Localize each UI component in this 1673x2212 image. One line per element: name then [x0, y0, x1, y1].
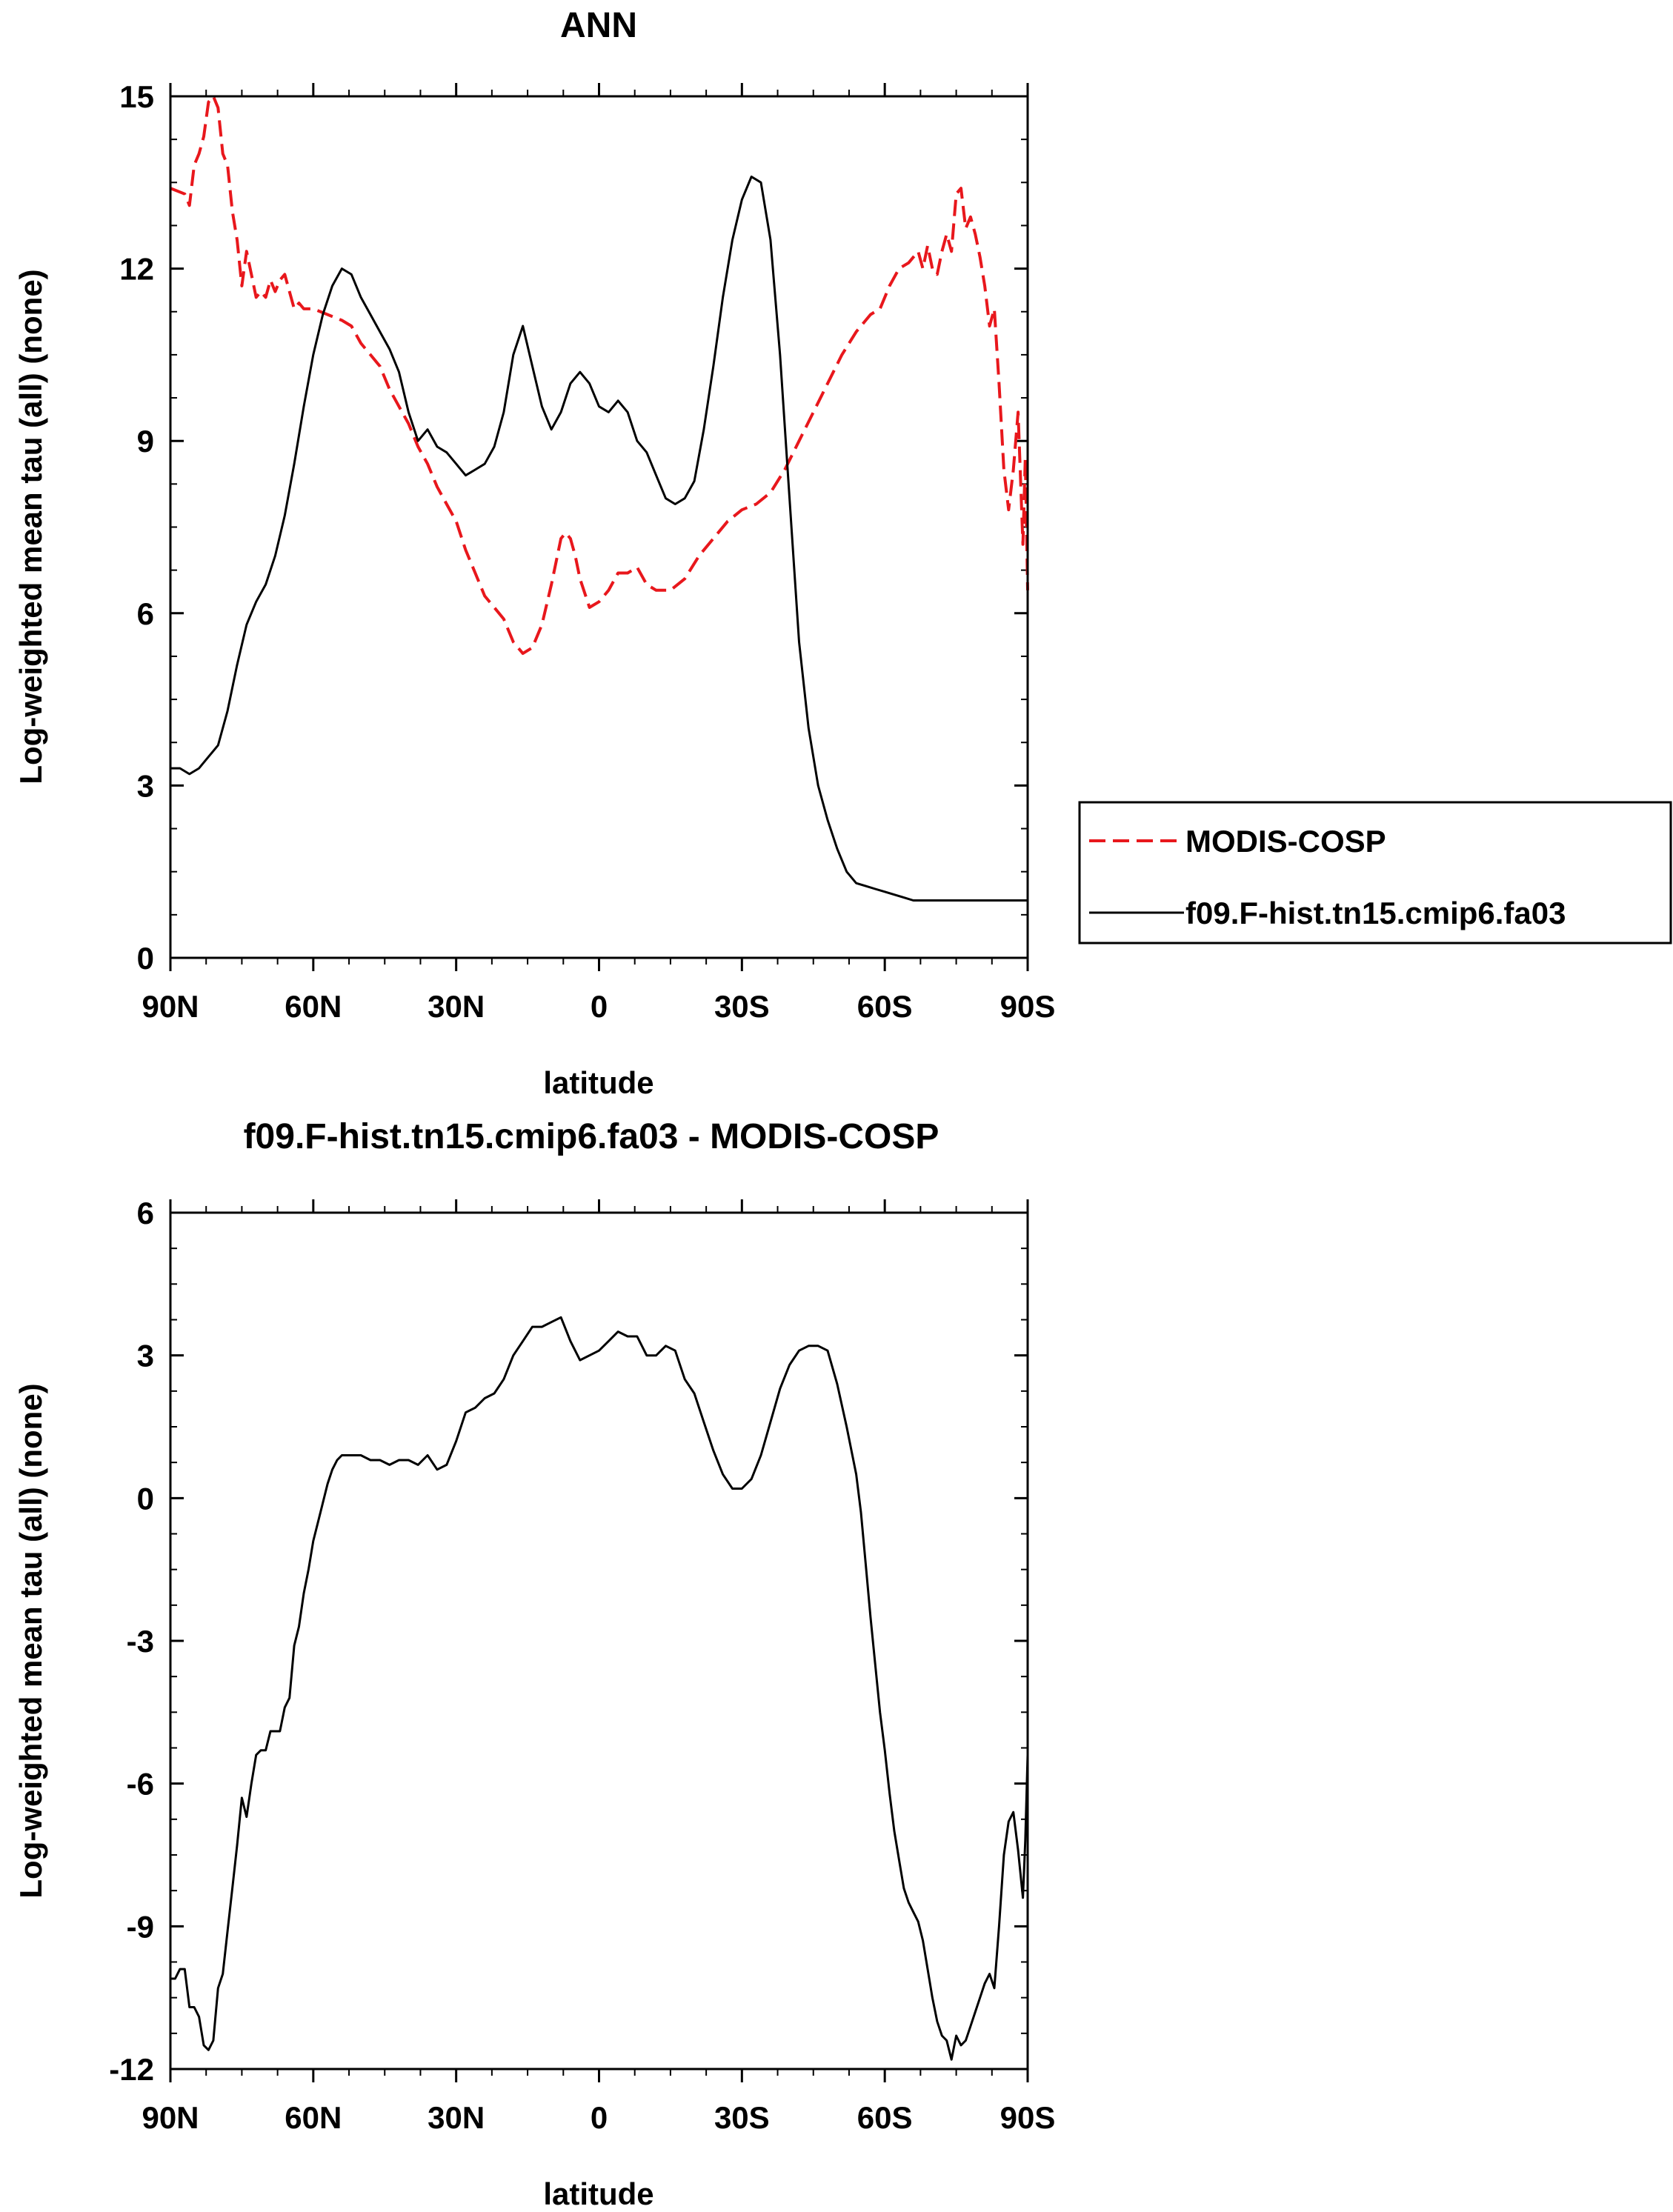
- top-ytick-label: 15: [119, 79, 154, 114]
- bottom-ytick-label: 0: [137, 1481, 154, 1516]
- bottom-xtick-label: 30S: [714, 2100, 770, 2135]
- top-xtick-label: 30N: [428, 989, 485, 1024]
- top-ytick-label: 9: [137, 424, 154, 459]
- top-xtick-label: 30S: [714, 989, 770, 1024]
- bottom-panel-title: f09.F-hist.tn15.cmip6.fa03 - MODIS-COSP: [244, 1117, 939, 1156]
- bottom-ytick-label: -9: [127, 1909, 154, 1944]
- bottom-ytick-label: -3: [127, 1624, 154, 1659]
- top-ytick-label: 12: [119, 252, 154, 287]
- bottom-ytick-label: -6: [127, 1767, 154, 1802]
- bottom-ytick-label: -12: [109, 2052, 154, 2087]
- top-panel-tick-labels: 0 3 6 9 12 15 90N 60N 30N 0 30S 60S 90S: [119, 79, 1055, 1024]
- top-ytick-label: 3: [137, 768, 154, 803]
- top-xtick-label: 90N: [142, 989, 199, 1024]
- legend-box: [1078, 801, 1672, 945]
- top-xtick-label: 0: [591, 989, 608, 1024]
- bottom-panel-series: [170, 1316, 1029, 2061]
- bottom-xtick-label: 60N: [285, 2100, 342, 2135]
- bottom-panel-x-axis-label: latitude: [543, 2176, 653, 2211]
- top-panel-series: [170, 95, 1029, 902]
- bottom-ytick-label: 6: [137, 1196, 154, 1230]
- top-ytick-label: 0: [137, 941, 154, 976]
- bottom-xtick-label: 0: [591, 2100, 608, 2135]
- top-panel-y-axis-label: Log-weighted mean tau (all) (none): [13, 269, 48, 784]
- top-panel-x-axis-label: latitude: [543, 1065, 653, 1100]
- top-series-line-1: [170, 95, 1029, 656]
- bottom-ytick-label: 3: [137, 1339, 154, 1373]
- bottom-xtick-label: 90N: [142, 2100, 199, 2135]
- top-xtick-label: 60S: [857, 989, 913, 1024]
- top-panel-frame: [169, 95, 1029, 959]
- bottom-xtick-label: 90S: [1000, 2100, 1056, 2135]
- legend-label-model: f09.F-hist.tn15.cmip6.fa03: [1185, 896, 1566, 930]
- bottom-xtick-label: 60S: [857, 2100, 913, 2135]
- top-xtick-label: 90S: [1000, 989, 1056, 1024]
- top-ytick-label: 6: [137, 596, 154, 631]
- top-xtick-label: 60N: [285, 989, 342, 1024]
- bottom-series-line-1: [170, 1316, 1029, 2061]
- legend: MODIS-COSP f09.F-hist.tn15.cmip6.fa03: [1078, 801, 1672, 945]
- top-panel-title: ANN: [560, 6, 637, 45]
- bottom-panel-y-axis-label: Log-weighted mean tau (all) (none): [13, 1383, 48, 1898]
- bottom-panel: f09.F-hist.tn15.cmip6.fa03 - MODIS-COSP …: [13, 1117, 1055, 2211]
- top-series-line-2: [170, 176, 1028, 902]
- bottom-panel-frame: [169, 1211, 1029, 2071]
- legend-label-modis-cosp: MODIS-COSP: [1185, 824, 1386, 859]
- top-panel: ANN 0 3 6 9 12 15 90N 60N 30N 0 30S 60S 90S latitude…: [13, 6, 1672, 1100]
- bottom-panel-tick-labels: -12 -9 -6 -3 0 3 6 90N 60N 30N 0 30S 60S 90S: [109, 1196, 1055, 2135]
- bottom-xtick-label: 30N: [428, 2100, 485, 2135]
